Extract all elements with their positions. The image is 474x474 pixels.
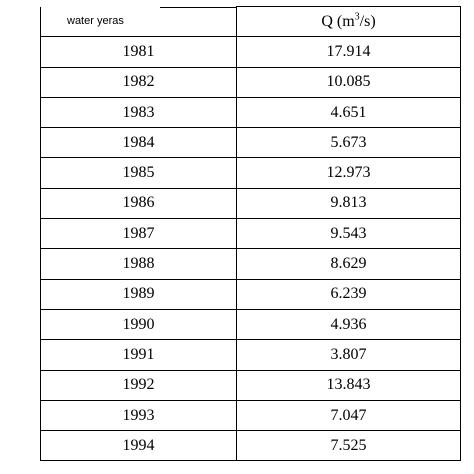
year-cell: 1993 [40, 399, 237, 432]
table-row: 1987 9.543 [40, 218, 461, 250]
year-cell: 1983 [40, 96, 237, 129]
year-cell: 1990 [40, 308, 237, 341]
table-row: 1988 8.629 [40, 248, 461, 280]
year-cell: 1982 [40, 66, 237, 98]
header-q-exponent: 3 [354, 11, 360, 23]
discharge-cell: 9.813 [236, 187, 461, 220]
header-water-years-label: water yeras [67, 14, 124, 27]
table-row: 1986 9.813 [40, 187, 461, 220]
header-discharge: Q (m3/s) [236, 5, 461, 38]
discharge-cell: 17.914 [236, 36, 461, 68]
year-cell: 1984 [40, 127, 237, 159]
table-body: 1981 17.914 1982 10.085 1983 4.651 1984 5.673 19… [40, 36, 461, 462]
discharge-cell: 8.629 [236, 248, 461, 280]
year-cell: 1994 [40, 430, 237, 462]
discharge-cell: 6.239 [236, 278, 461, 310]
table-row: 1994 7.525 [40, 430, 461, 462]
table-row: 1993 7.047 [40, 399, 461, 432]
year-cell: 1988 [40, 248, 237, 280]
discharge-cell: 4.651 [236, 96, 461, 129]
table-row: 1984 5.673 [40, 127, 461, 159]
year-cell: 1986 [40, 187, 237, 220]
header-row: water yeras Q (m3/s) [40, 5, 461, 38]
year-cell: 1981 [40, 36, 237, 68]
table-row: 1985 12.973 [40, 157, 461, 189]
discharge-cell: 10.085 [236, 66, 461, 98]
discharge-cell: 12.973 [236, 157, 461, 189]
table-row: 1990 4.936 [40, 308, 461, 341]
header-q-prefix: Q (m [321, 12, 355, 30]
year-cell: 1991 [40, 339, 237, 371]
discharge-cell: 7.047 [236, 399, 461, 432]
header-q-suffix: /s) [359, 12, 376, 30]
header-top-rule [160, 6, 236, 8]
year-cell: 1985 [40, 157, 237, 189]
discharge-cell: 4.936 [236, 308, 461, 341]
discharge-table: water yeras Q (m3/s) 1981 17.914 1982 10.08… [40, 5, 461, 462]
year-cell: 1992 [40, 369, 237, 401]
table-row: 1982 10.085 [40, 66, 461, 98]
header-water-years: water yeras [40, 6, 237, 38]
table-row: 1983 4.651 [40, 96, 461, 129]
table-row: 1991 3.807 [40, 339, 461, 371]
year-cell: 1989 [40, 278, 237, 310]
discharge-cell: 7.525 [236, 430, 461, 462]
table-row: 1992 13.843 [40, 369, 461, 401]
discharge-cell: 3.807 [236, 339, 461, 371]
discharge-cell: 13.843 [236, 369, 461, 401]
table-header: water yeras Q (m3/s) [40, 5, 461, 38]
table-row: 1981 17.914 [40, 36, 461, 68]
discharge-cell: 5.673 [236, 127, 461, 159]
year-cell: 1987 [40, 218, 237, 250]
table-row: 1989 6.239 [40, 278, 461, 310]
discharge-cell: 9.543 [236, 218, 461, 250]
